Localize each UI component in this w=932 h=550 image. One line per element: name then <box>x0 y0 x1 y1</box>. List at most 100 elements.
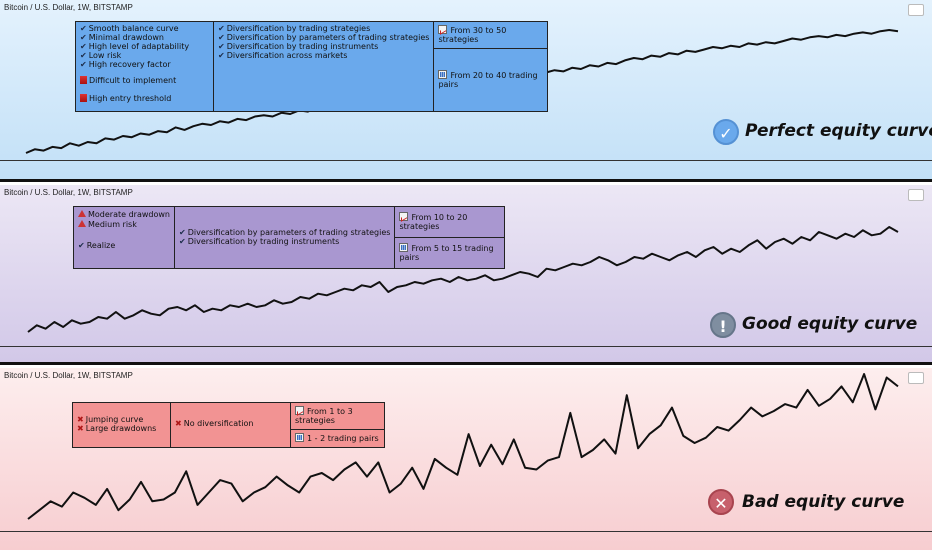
features-cell: Moderate drawdown Medium risk ✔ Realize <box>73 206 175 269</box>
diversification-text: Diversification by trading instruments <box>187 236 340 246</box>
curve-label: Perfect equity curve <box>745 121 932 141</box>
cross-icon: ✖ <box>77 414 84 424</box>
diversification-item: ✔ Diversification by trading instruments <box>218 41 429 52</box>
diversification-item: ✔ Diversification by trading strategies <box>218 24 429 34</box>
pairs-cell: From 5 to 15 trading pairs <box>394 237 506 269</box>
bars-icon <box>399 243 409 253</box>
cross-icon: ✖ <box>175 419 182 429</box>
cross-circle-icon: ✕ <box>708 489 734 515</box>
baseline <box>0 531 932 532</box>
warnings-item: Moderate drawdown <box>78 210 170 220</box>
check-icon: ✔ <box>179 227 186 237</box>
diversification-text: Diversification by trading instruments <box>226 41 379 51</box>
bars-icon <box>295 432 304 442</box>
diversification-text: Diversification across markets <box>226 50 348 60</box>
maximize-icon[interactable] <box>908 189 924 201</box>
strategies-cell: From 1 to 3 strategies <box>290 402 385 430</box>
warnings-text: Medium risk <box>88 219 137 229</box>
pros-item: ✔ Minimal drawdown <box>80 32 209 43</box>
check-icon: ✔ <box>218 50 225 60</box>
pairs-cell: From 20 to 40 trading pairs <box>433 47 549 113</box>
diversification-item: ✔ Diversification by parameters of tradin… <box>218 32 430 43</box>
check-icon: ✔ <box>218 24 225 33</box>
strategies-cell: From 10 to 20 strategies <box>394 206 506 238</box>
pros-item: ✔ Realize <box>78 240 170 251</box>
equity-curve-good <box>27 226 899 333</box>
panel-perfect: Bitcoin / U.S. Dollar, 1W, BITSTAMP ✔ Smo… <box>0 0 932 182</box>
cons-text: Jumping curve <box>85 414 144 424</box>
chart-icon <box>399 212 409 222</box>
info-table-bad: ✖ Jumping curve ✖ Large drawdowns ✖ No diver… <box>72 402 385 448</box>
cons-text: Difficult to implement <box>89 75 177 85</box>
diversification-text: Diversification by trading strategies <box>226 24 371 33</box>
equity-line <box>27 226 899 333</box>
pros-item: ✔ High recovery factor <box>80 59 209 70</box>
pros-text: Smooth balance curve <box>88 24 179 33</box>
diversification-item: ✔ Diversification by trading instruments <box>179 236 390 247</box>
info-table-good: Moderate drawdown Medium risk ✔ Realize ✔ D… <box>73 206 506 269</box>
chart-header: Bitcoin / U.S. Dollar, 1W, BITSTAMP <box>4 3 133 12</box>
cons-text: Large drawdowns <box>85 423 157 433</box>
maximize-icon[interactable] <box>908 372 924 384</box>
check-icon: ✔ <box>80 24 87 33</box>
diversification-cell: ✖ No diversification <box>170 402 291 448</box>
check-circle-icon: ✓ <box>713 119 739 145</box>
bars-icon <box>438 70 448 79</box>
baseline <box>0 346 932 347</box>
warnings-text: Moderate drawdown <box>88 210 170 219</box>
warnings-item: Medium risk <box>78 219 170 230</box>
cons-text: High entry threshold <box>89 93 172 103</box>
check-icon: ✔ <box>80 59 87 69</box>
cross-icon: ✖ <box>77 423 84 433</box>
diversification-cell: ✔ Diversification by parameters of tradin… <box>173 206 396 269</box>
strategies-cell: From 30 to 50 strategies <box>433 21 549 49</box>
cons-item: ✖ Large drawdowns <box>77 423 166 434</box>
check-icon: ✔ <box>218 41 225 51</box>
diversification-item: ✖ No diversification <box>175 419 286 429</box>
warning-icon <box>78 210 86 217</box>
check-icon: ✔ <box>80 50 87 60</box>
features-cell: ✖ Jumping curve ✖ Large drawdowns <box>72 402 171 448</box>
pros-item: ✔ High level of adaptability <box>80 41 209 52</box>
warning-icon <box>80 75 87 84</box>
info-table-perfect: ✔ Smooth balance curve ✔ Minimal drawdown ✔ H… <box>75 21 549 113</box>
pros-item: ✔ Smooth balance curve <box>80 24 209 34</box>
diversification-text: No diversification <box>183 419 254 429</box>
cons-item: Difficult to implement <box>80 75 209 86</box>
check-icon: ✔ <box>179 236 186 246</box>
pros-text: Realize <box>86 240 116 250</box>
diversification-text: Diversification by parameters of trading… <box>187 227 391 237</box>
check-icon: ✔ <box>78 240 85 250</box>
warning-icon <box>78 219 86 227</box>
curve-label: Bad equity curve <box>742 492 905 512</box>
check-icon: ✔ <box>218 32 225 42</box>
pros-text: Minimal drawdown <box>88 32 164 42</box>
pros-item: ✔ Low risk <box>80 50 209 61</box>
curve-label: Good equity curve <box>742 314 918 334</box>
diversification-item: ✔ Diversification across markets <box>218 50 429 61</box>
diversification-text: Diversification by parameters of trading… <box>226 32 430 42</box>
features-cell: ✔ Smooth balance curve ✔ Minimal drawdown ✔ H… <box>75 21 214 112</box>
pros-text: High recovery factor <box>88 59 171 69</box>
equity-line <box>27 373 899 520</box>
chart-icon <box>438 25 448 34</box>
cons-item: High entry threshold <box>80 93 209 104</box>
panel-good: Bitcoin / U.S. Dollar, 1W, BITSTAMP Mode… <box>0 185 932 365</box>
chart-header: Bitcoin / U.S. Dollar, 1W, BITSTAMP <box>4 371 133 380</box>
chart-icon <box>295 406 304 415</box>
pros-text: Low risk <box>88 50 122 60</box>
cons-item: ✖ Jumping curve <box>77 414 166 425</box>
baseline <box>0 160 932 161</box>
check-icon: ✔ <box>80 32 87 42</box>
pros-text: High level of adaptability <box>88 41 190 51</box>
check-icon: ✔ <box>80 41 87 51</box>
maximize-icon[interactable] <box>908 4 924 16</box>
pairs-cell: 1 - 2 trading pairs <box>290 428 385 448</box>
exclamation-circle-icon: ! <box>710 312 736 338</box>
diversification-cell: ✔ Diversification by trading strategies ✔ D… <box>212 21 435 112</box>
diversification-item: ✔ Diversification by parameters of tradin… <box>179 227 391 238</box>
chart-header: Bitcoin / U.S. Dollar, 1W, BITSTAMP <box>4 188 133 197</box>
warning-icon <box>80 93 87 102</box>
panel-bad: Bitcoin / U.S. Dollar, 1W, BITSTAMP ✖ Jum… <box>0 368 932 550</box>
equity-curve-bad <box>27 373 899 520</box>
